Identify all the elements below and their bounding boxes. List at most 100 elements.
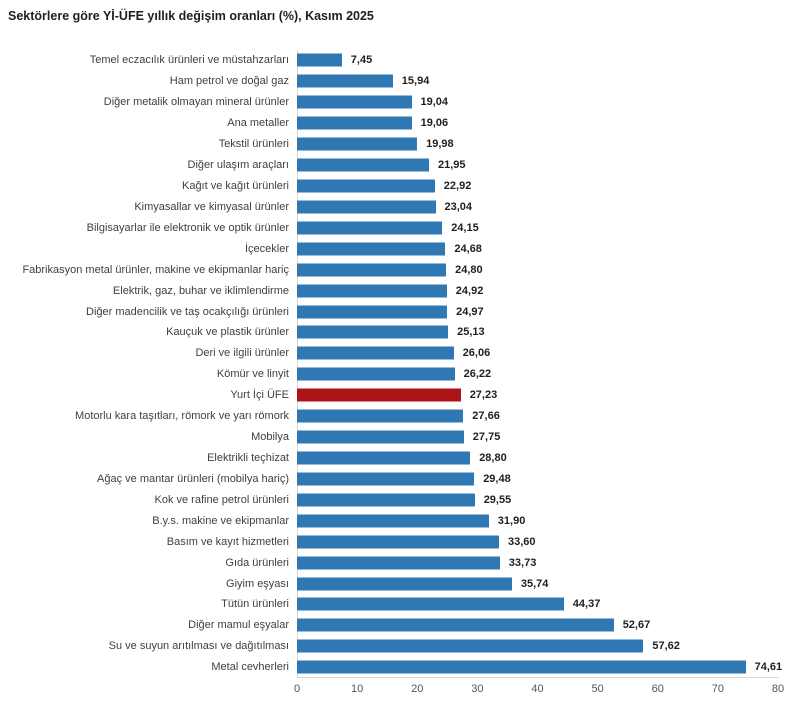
category-label: Fabrikasyon metal ürünler, makine ve eki…	[22, 263, 289, 276]
value-label: 29,48	[483, 472, 511, 485]
value-label: 31,90	[497, 514, 526, 527]
bar	[297, 221, 443, 235]
value-label: 35,74	[520, 577, 549, 590]
x-tick-label: 0	[293, 683, 301, 695]
chart-row: Kağıt ve kağıt ürünleri 22,92	[0, 176, 803, 197]
category-label: Motorlu kara taşıtları, römork ve yarı r…	[75, 410, 289, 423]
chart-row: Yurt İçi ÜFE 27,23	[0, 385, 803, 406]
chart-row: Kimyasallar ve kimyasal ürünler 23,04	[0, 196, 803, 217]
category-label: Diğer ulaşım araçları	[187, 159, 289, 172]
bar-track: 27,23	[297, 385, 803, 406]
bar	[297, 242, 446, 256]
category-label: Diğer mamul eşyalar	[188, 619, 289, 632]
bar	[297, 158, 429, 172]
category-label: Yurt İçi ÜFE	[230, 389, 289, 402]
bar	[297, 263, 447, 277]
chart-row: Metal cevherleri 74,61	[0, 657, 803, 678]
chart-row: Diğer mamul eşyalar 52,67	[0, 615, 803, 636]
chart-row: Deri ve ilgili ürünler 26,06	[0, 343, 803, 364]
bar	[297, 493, 475, 507]
bar-track: 33,73	[297, 552, 803, 573]
chart-row: Temel eczacılık ürünleri ve müstahzarlar…	[0, 50, 803, 71]
bar-track: 27,75	[297, 427, 803, 448]
category-label: Ham petrol ve doğal gaz	[169, 75, 289, 88]
category-label: Su ve suyun arıtılması ve dağıtılması	[108, 640, 289, 653]
bar-track: 19,04	[297, 92, 803, 113]
value-label: 44,37	[572, 598, 601, 611]
bar	[297, 639, 644, 653]
bar-track: 24,92	[297, 280, 803, 301]
value-label: 24,15	[451, 221, 479, 234]
bar	[297, 409, 464, 423]
bar	[297, 179, 435, 193]
category-label: Elektrikli teçhizat	[207, 451, 289, 464]
category-label: Kok ve rafine petrol ürünleri	[154, 493, 289, 506]
value-label: 19,98	[426, 138, 454, 151]
value-label: 24,97	[456, 305, 484, 318]
chart-row: Bilgisayarlar ile elektronik ve optik ür…	[0, 217, 803, 238]
bar	[297, 367, 455, 381]
bar	[297, 53, 342, 67]
category-label: Kauçuk ve plastik ürünler	[166, 326, 289, 339]
bar-track: 23,04	[297, 196, 803, 217]
value-label: 27,66	[472, 410, 500, 423]
bar-track: 25,13	[297, 322, 803, 343]
chart-row: Diğer metalik olmayan mineral ürünler 19,…	[0, 92, 803, 113]
value-label: 21,95	[438, 159, 466, 172]
y-axis-line	[297, 50, 298, 678]
bar	[297, 618, 614, 632]
category-label: Ağaç ve mantar ürünleri (mobilya hariç)	[97, 472, 289, 485]
category-label: Diğer madencilik ve taş ocakçılığı ürünl…	[86, 305, 289, 318]
value-label: 52,67	[622, 619, 651, 632]
chart-row: Mobilya 27,75	[0, 427, 803, 448]
bar	[297, 200, 436, 214]
value-label: 27,75	[472, 431, 501, 444]
chart-row: Diğer madencilik ve taş ocakçılığı ürünl…	[0, 301, 803, 322]
bar	[297, 284, 447, 298]
chart-row: Ağaç ve mantar ürünleri (mobilya hariç) 2…	[0, 468, 803, 489]
bar	[297, 535, 499, 549]
bar-track: 24,68	[297, 238, 803, 259]
x-tick-label: 50	[591, 683, 604, 695]
bar-track: 27,66	[297, 406, 803, 427]
bar-track: 24,97	[297, 301, 803, 322]
category-label: Kimyasallar ve kimyasal ürünler	[134, 200, 289, 213]
bar-track: 29,55	[297, 489, 803, 510]
chart-row: Elektrikli teçhizat 28,80	[0, 448, 803, 469]
bar-track: 52,67	[297, 615, 803, 636]
category-label: Tekstil ürünleri	[218, 138, 289, 151]
value-label: 7,45	[350, 54, 373, 67]
bar	[297, 137, 418, 151]
x-tick-label: 70	[711, 683, 725, 695]
chart-row: Diğer ulaşım araçları 21,95	[0, 155, 803, 176]
x-tick-label: 60	[651, 683, 664, 695]
chart-row: Su ve suyun arıtılması ve dağıtılması 57,…	[0, 636, 803, 657]
chart-row: İçecekler 24,68	[0, 238, 803, 259]
bar-track: 26,22	[297, 364, 803, 385]
chart-row: Motorlu kara taşıtları, römork ve yarı r…	[0, 406, 803, 427]
chart-title: Sektörlere göre Yİ-ÜFE yıllık değişim or…	[8, 9, 374, 23]
bar-track: 44,37	[297, 594, 803, 615]
chart-row: Giyim eşyası 35,74	[0, 573, 803, 594]
category-label: İçecekler	[244, 242, 289, 255]
value-label: 29,55	[483, 493, 512, 506]
bar	[297, 305, 448, 319]
chart-row: Ana metaller 19,06	[0, 113, 803, 134]
category-label: Deri ve ilgili ürünler	[195, 347, 289, 360]
bar	[297, 556, 500, 570]
bar-track: 74,61	[297, 657, 803, 678]
chart-row: Ham petrol ve doğal gaz 15,94	[0, 71, 803, 92]
category-label: Mobilya	[251, 431, 289, 444]
category-label: Kömür ve linyit	[216, 368, 289, 381]
bar-track: 29,48	[297, 468, 803, 489]
x-tick-label: 10	[350, 683, 364, 695]
value-label: 24,68	[454, 242, 482, 255]
value-label: 24,80	[455, 263, 483, 276]
bar-track: 35,74	[297, 573, 803, 594]
chart-row: Basım ve kayıt hizmetleri 33,60	[0, 531, 803, 552]
bar-track: 28,80	[297, 448, 803, 469]
value-label: 27,23	[469, 389, 498, 402]
chart-row: Kok ve rafine petrol ürünleri 29,55	[0, 489, 803, 510]
x-tick-label: 80	[771, 683, 785, 695]
